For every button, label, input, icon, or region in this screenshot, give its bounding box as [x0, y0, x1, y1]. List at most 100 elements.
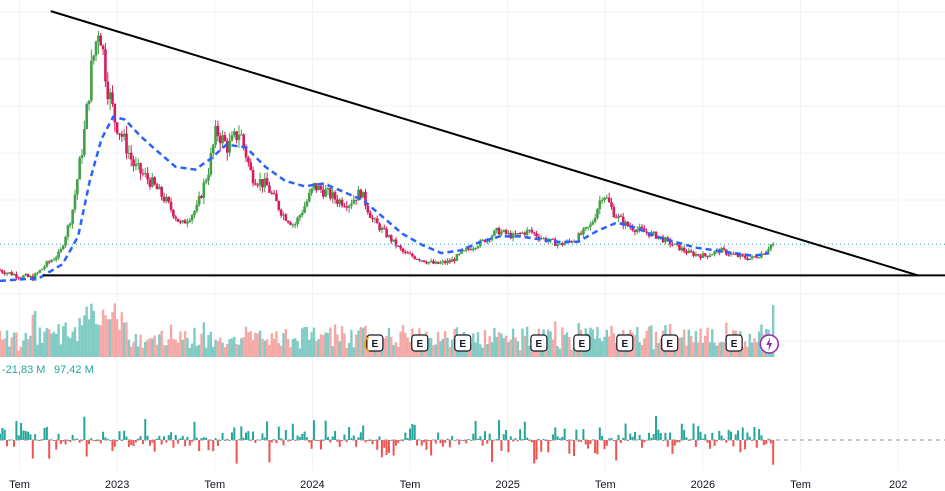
candle-body — [277, 201, 281, 210]
volume-bar — [26, 339, 30, 357]
candle-body — [249, 162, 252, 170]
oscillator-bar — [172, 440, 175, 448]
candle-body — [539, 238, 543, 240]
oscillator-bar — [95, 440, 98, 442]
candle-body — [635, 229, 639, 232]
volume-bar — [680, 337, 684, 357]
oscillator-bar — [551, 434, 554, 440]
candle-body — [169, 201, 173, 210]
oscillator-bar — [725, 440, 728, 443]
oscillator-bar — [331, 436, 334, 440]
candle-body — [298, 215, 302, 218]
volume-bar — [755, 342, 758, 357]
oscillator-bar — [467, 438, 470, 440]
candle-body — [399, 245, 402, 249]
oscillator-bar — [401, 440, 404, 442]
oscillator-bar — [748, 436, 751, 440]
volume-bar — [284, 328, 288, 357]
candle-body — [645, 231, 648, 233]
candle-body — [371, 217, 374, 220]
oscillator-bar — [730, 431, 733, 440]
volume-bar — [0, 330, 2, 357]
volume-bar — [3, 338, 6, 357]
volume-bar — [500, 333, 503, 357]
oscillator-bar — [268, 440, 271, 463]
candle-body — [29, 276, 32, 278]
oscillator-bar — [141, 440, 144, 444]
oscillator-bar — [474, 420, 477, 440]
oscillator-bar — [739, 440, 742, 453]
candle-body — [582, 228, 585, 235]
candle-body — [291, 224, 295, 226]
candle-body — [748, 258, 752, 260]
oscillator-bar — [737, 430, 740, 440]
lightning-icon — [766, 337, 773, 351]
oscillator-bar — [387, 440, 390, 453]
volume-bar — [329, 327, 332, 357]
oscillator-bar — [29, 434, 32, 440]
candle-body — [279, 209, 283, 216]
volume-bar — [392, 344, 395, 357]
volume-bar — [354, 334, 358, 357]
volume-bar — [174, 339, 177, 357]
oscillator-bar — [259, 439, 262, 441]
oscillator-bar — [62, 440, 65, 442]
candle-body — [282, 214, 285, 216]
volume-bar — [155, 344, 159, 357]
candle-body — [481, 239, 484, 241]
volume-bar — [111, 312, 114, 357]
oscillator-bar — [99, 440, 102, 444]
candle-body — [760, 253, 763, 258]
volume-bar — [291, 339, 295, 357]
volume-bar — [322, 334, 325, 357]
oscillator-bar — [584, 440, 587, 445]
oscillator-bar — [59, 440, 62, 444]
earnings-marker-letter: E — [579, 339, 586, 350]
candle-body — [621, 216, 625, 226]
candle-body — [361, 191, 365, 198]
oscillator-bar — [362, 425, 365, 440]
volume-bar — [652, 349, 655, 357]
oscillator-bar — [214, 438, 217, 440]
candle-body — [275, 193, 278, 202]
candle-body — [333, 192, 337, 200]
candle-body — [76, 179, 79, 195]
candle-body — [537, 236, 541, 239]
oscillator-bar — [701, 438, 704, 440]
oscillator-bar — [186, 436, 189, 440]
candle-body — [272, 193, 276, 195]
candle-body — [10, 272, 14, 276]
volume-bar — [607, 336, 611, 357]
volume-bar — [673, 347, 676, 357]
candle-body — [743, 255, 747, 259]
oscillator-bar — [444, 440, 447, 443]
oscillator-bar — [151, 440, 154, 443]
volume-bar — [52, 331, 56, 357]
x-tick-label: Tem — [9, 479, 30, 491]
candle-body — [727, 254, 730, 256]
candle-body — [50, 260, 53, 262]
candle-body — [160, 186, 163, 197]
candle-body — [183, 220, 187, 224]
oscillator-bar — [430, 440, 433, 456]
oscillator-bar — [769, 440, 772, 444]
volume-bar — [361, 327, 365, 357]
oscillator-bar — [378, 436, 381, 440]
oscillator-bar — [366, 440, 369, 441]
candle-body — [640, 226, 644, 229]
oscillator-bar — [294, 439, 297, 441]
oscillator-bar — [277, 426, 280, 440]
oscillator-bar — [397, 440, 400, 443]
candle-body — [127, 152, 131, 154]
volume-bar — [146, 339, 149, 357]
volume-bar — [108, 319, 112, 357]
volume-bar — [406, 337, 409, 357]
volume-bar — [535, 347, 538, 357]
candle-body — [221, 135, 224, 144]
candle-body — [111, 92, 114, 104]
oscillator-bar — [601, 435, 604, 440]
candle-body — [78, 157, 81, 180]
candle-body — [265, 178, 269, 186]
